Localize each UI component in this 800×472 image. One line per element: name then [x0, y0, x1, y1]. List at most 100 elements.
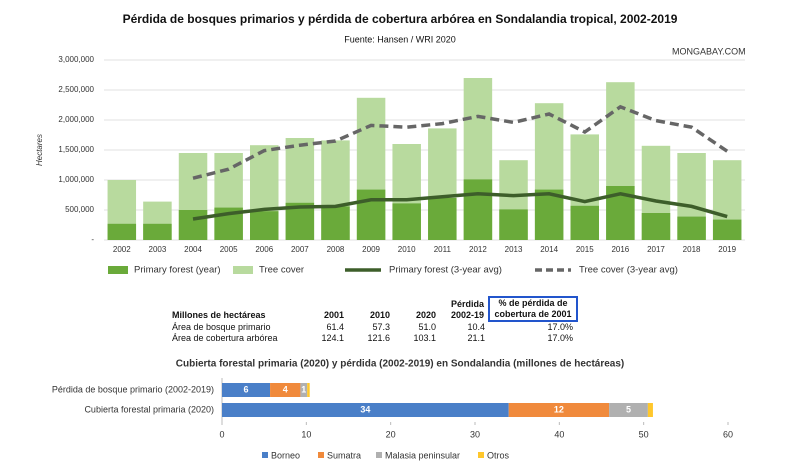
bar — [677, 216, 706, 240]
data-label: 4 — [283, 384, 288, 394]
table-header: 2020 — [415, 310, 436, 320]
table-header: Millones de hectáreas — [172, 310, 266, 320]
x-tick-label: 20 — [386, 429, 396, 439]
y-axis-label: Hectares — [35, 134, 44, 166]
data-label: 6 — [244, 384, 249, 394]
x-tick-label: 2011 — [434, 245, 452, 254]
bar-segment — [270, 383, 301, 397]
legend-swatch — [318, 452, 324, 458]
x-tick-label: 2016 — [611, 245, 629, 254]
x-tick-label: 2019 — [718, 245, 736, 254]
table-cell: Área de cobertura arbórea — [172, 333, 278, 343]
chart-title: Cubierta forestal primaria (2020) y pérd… — [176, 359, 625, 370]
x-tick-label: 2017 — [647, 245, 665, 254]
x-tick-label: 2014 — [540, 245, 558, 254]
bar-segment — [508, 403, 610, 417]
bar-segment — [222, 383, 271, 397]
x-tick-label: 2005 — [220, 245, 238, 254]
x-tick-label: 0 — [219, 429, 224, 439]
bar — [712, 219, 742, 240]
y-tick-label: 2,500,000 — [58, 85, 94, 94]
x-tick-label: 2006 — [255, 245, 273, 254]
data-table: Millones de hectáreas 2001 2010 2020 Pér… — [168, 296, 578, 344]
legend-label: Borneo — [271, 450, 300, 460]
table-cell: 124.1 — [321, 333, 344, 343]
y-tick-label: Pérdida de bosque primario (2002-2019) — [52, 384, 214, 394]
y-tick-label: - — [91, 235, 94, 244]
table-header: 2001 — [323, 310, 344, 320]
table-cell: 61.4 — [326, 322, 344, 332]
legend-label: Tree cover — [259, 265, 304, 276]
x-tick-label: 2003 — [149, 245, 167, 254]
x-tick-label: 2008 — [327, 245, 345, 254]
x-tick-label: 2012 — [469, 245, 487, 254]
bar — [107, 223, 137, 240]
legend-swatch — [478, 452, 484, 458]
table-cell: 17.0% — [547, 322, 573, 332]
bar — [463, 179, 493, 240]
legend-swatch — [262, 452, 268, 458]
legend-label: Tree cover (3-year avg) — [579, 265, 678, 276]
bar — [178, 210, 208, 240]
chart-title: Pérdida de bosques primarios y pérdida d… — [123, 12, 678, 26]
x-tick-label: 60 — [723, 429, 733, 439]
legend-swatch — [108, 266, 128, 274]
data-label: 1 — [301, 384, 306, 394]
y-tick-label: 2,000,000 — [58, 115, 94, 124]
table-row: Área de bosque primario 61.4 57.3 51.0 10.4 1… — [168, 321, 577, 333]
x-tick-label: 2013 — [505, 245, 523, 254]
table-header: 2010 — [369, 310, 390, 320]
table-cell: 51.0 — [418, 322, 436, 332]
bar-segment — [647, 403, 653, 417]
x-tick-label: 30 — [470, 429, 480, 439]
bar — [321, 206, 350, 240]
x-tick-label: 2018 — [683, 245, 701, 254]
bar — [499, 209, 528, 240]
legend-label: Primary forest (year) — [134, 265, 221, 276]
table-cell: Área de bosque primario — [172, 322, 271, 332]
bar — [534, 189, 564, 240]
bar — [428, 198, 457, 240]
bar-segment — [300, 383, 308, 397]
data-label: 34 — [360, 404, 370, 414]
table-header: % de pérdida de cobertura de 2001 — [488, 296, 578, 322]
legend-label: Sumatra — [327, 450, 361, 460]
table-cell: 121.6 — [367, 333, 390, 343]
bar-segment — [609, 403, 648, 417]
line — [192, 192, 728, 221]
bar — [392, 203, 421, 240]
table-header: Pérdida 2002-19 — [450, 299, 484, 320]
x-tick-label: 10 — [301, 429, 311, 439]
table-cell: 57.3 — [372, 322, 390, 332]
legend-swatch — [376, 452, 382, 458]
x-tick-label: 2010 — [398, 245, 416, 254]
bar — [143, 223, 172, 240]
x-tick-label: 2015 — [576, 245, 594, 254]
x-tick-label: 40 — [554, 429, 564, 439]
table-cell: 103.1 — [413, 333, 436, 343]
table-cell: 10.4 — [467, 322, 485, 332]
data-label: 12 — [554, 404, 564, 414]
chart-subtitle: Fuente: Hansen / WRI 2020 — [344, 34, 456, 44]
y-tick-label: 1,000,000 — [58, 175, 94, 184]
x-tick-label: 2009 — [362, 245, 380, 254]
legend-label: Otros — [487, 450, 510, 460]
x-tick-label: 2004 — [184, 245, 202, 254]
table-cell: 17.0% — [547, 333, 573, 343]
bar-segment — [222, 403, 509, 417]
table-row: Área de cobertura arbórea 124.1 121.6 103.1… — [168, 333, 577, 344]
legend-label: Malasia peninsular — [385, 450, 460, 460]
legend-label: Primary forest (3-year avg) — [389, 265, 502, 276]
line — [192, 104, 729, 180]
bar — [570, 205, 599, 240]
x-tick-label: 2002 — [113, 245, 131, 254]
table-cell: 21.1 — [467, 333, 485, 343]
bar — [250, 211, 279, 240]
x-tick-label: 50 — [639, 429, 649, 439]
y-tick-label: 500,000 — [65, 205, 94, 214]
bar — [356, 189, 386, 240]
y-tick-label: 1,500,000 — [58, 145, 94, 154]
bar — [641, 213, 671, 240]
